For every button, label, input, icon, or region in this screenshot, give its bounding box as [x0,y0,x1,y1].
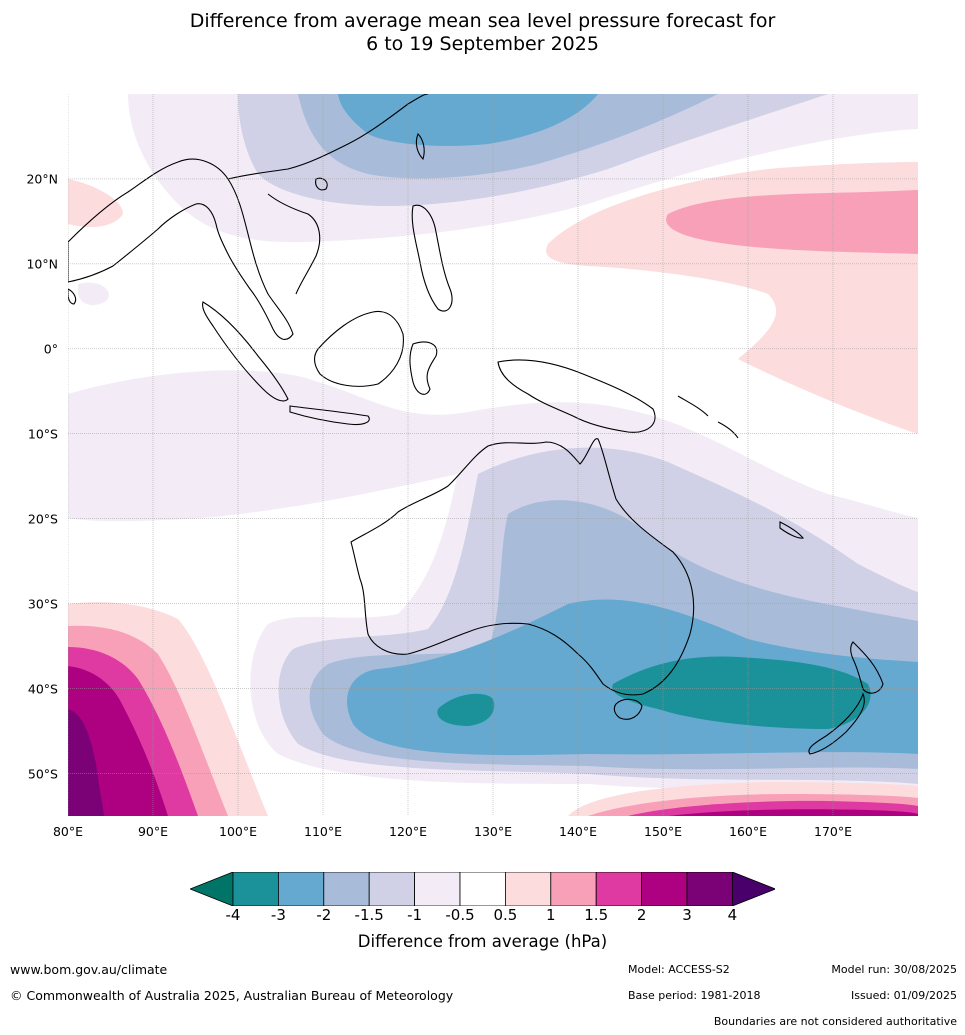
contour-pos-1-pacific [666,190,918,254]
coastline-solomons [677,395,739,439]
colorbar [190,872,775,906]
colorbar-extend-low [190,872,234,906]
coastline-tasmania [613,698,643,720]
graticule [68,94,918,816]
lon-label-8: 160°E [728,824,768,839]
coastline-new-guinea [497,359,656,433]
lat-label-4: 20°S [27,511,58,527]
contour-pos-2-se [668,809,918,816]
coastline-australia [350,438,695,696]
contour-pos-0_5-bay [68,179,123,227]
lon-label-4: 120°E [388,824,428,839]
lon-label-2: 100°E [218,824,258,839]
coastline-asia-mainland [68,158,294,340]
colorbar-swatch-5 [459,872,506,906]
lon-label-5: 130°E [473,824,513,839]
colorbar-tick-8: 1.5 [584,906,609,924]
lat-label-7: 50°S [27,766,58,782]
footer-model-run: Model run: 30/08/2025 [831,963,957,976]
coastline-sri-lanka [68,288,77,305]
colorbar-tick-2: -2 [316,906,332,924]
colorbar-tick-6: 0.5 [493,906,518,924]
footer-issued: Issued: 01/09/2025 [850,989,957,1002]
coastline-philippines [411,204,453,312]
colorbar-swatch-9 [641,872,688,906]
contour-neg-2-asia [338,94,598,146]
footer-disclaimer: Boundaries are not considered authoritat… [713,1015,957,1028]
colorbar-tick-5: -0.5 [445,906,475,924]
colorbar-swatch-4 [414,872,461,906]
colorbar-tick-0: -4 [225,906,241,924]
colorbar-tick-1: -3 [270,906,286,924]
colorbar-label: Difference from average (hPa) [357,932,608,951]
footer-model: Model: ACCESS-S2 [628,963,730,976]
lat-label-1: 10°N [26,256,58,272]
colorbar-tick-4: -1 [407,906,423,924]
contour-neg-0_5-io [78,282,109,306]
colorbar-swatch-1 [278,872,325,906]
coastline-borneo [313,310,404,387]
lon-label-9: 170°E [813,824,853,839]
coastline-sulawesi [409,341,438,395]
colorbar-extend-high [732,872,775,906]
coastline-java [289,405,370,426]
coastline-indochina [267,193,321,295]
title-line-2: 6 to 19 September 2025 [366,33,599,55]
lon-label-7: 150°E [643,824,683,839]
lat-label-2: 0° [43,341,58,357]
colorbar-swatch-6 [504,872,552,906]
colorbar-swatch-2 [323,872,370,906]
lat-label-6: 40°S [27,681,58,697]
colorbar-tick-9: 2 [636,906,647,924]
lon-label-3: 110°E [303,824,343,839]
lat-label-3: 10°S [27,426,58,442]
lon-label-6: 140°E [558,824,598,839]
colorbar-swatch-3 [368,872,415,906]
contour-neg-3-tasman [612,656,871,729]
lon-label-0: 80°E [52,824,84,839]
lat-label-0: 20°N [26,171,58,187]
footer-website: www.bom.gov.au/climate [10,962,168,977]
lat-label-5: 30°S [27,596,58,612]
pressure-anomaly-map [68,94,918,816]
colorbar-tick-10: 3 [682,906,692,924]
colorbar-swatch-10 [686,872,733,906]
colorbar-tick-11: 4 [727,906,738,924]
colorbar-swatches [190,872,775,906]
title-line-1: Difference from average mean sea level p… [189,10,776,32]
coastline-china-coast [227,94,429,180]
lon-label-1: 90°E [137,824,169,839]
colorbar-tick-3: -1.5 [354,906,384,924]
contour-pos-3-sw [68,709,104,816]
coastlines [68,94,884,755]
coastline-taiwan [415,133,425,161]
chart-title: Difference from average mean sea level p… [0,10,965,56]
coastline-new-caledonia [779,521,805,539]
map-svg [68,94,918,816]
colorbar-tick-7: 1 [546,906,556,924]
contour-neg-3-bight [437,693,495,726]
coastline-sumatra [202,301,289,402]
coastline-new-zealand-north [850,641,884,694]
colorbar-swatch-8 [595,872,643,906]
coastline-new-zealand-south [808,692,865,755]
footer-base-period: Base period: 1981-2018 [628,989,761,1002]
coastline-hainan [315,177,328,191]
colorbar-swatch-7 [550,872,597,906]
footer-copyright: © Commonwealth of Australia 2025, Austra… [10,988,454,1003]
colorbar-swatch-0 [232,872,279,906]
